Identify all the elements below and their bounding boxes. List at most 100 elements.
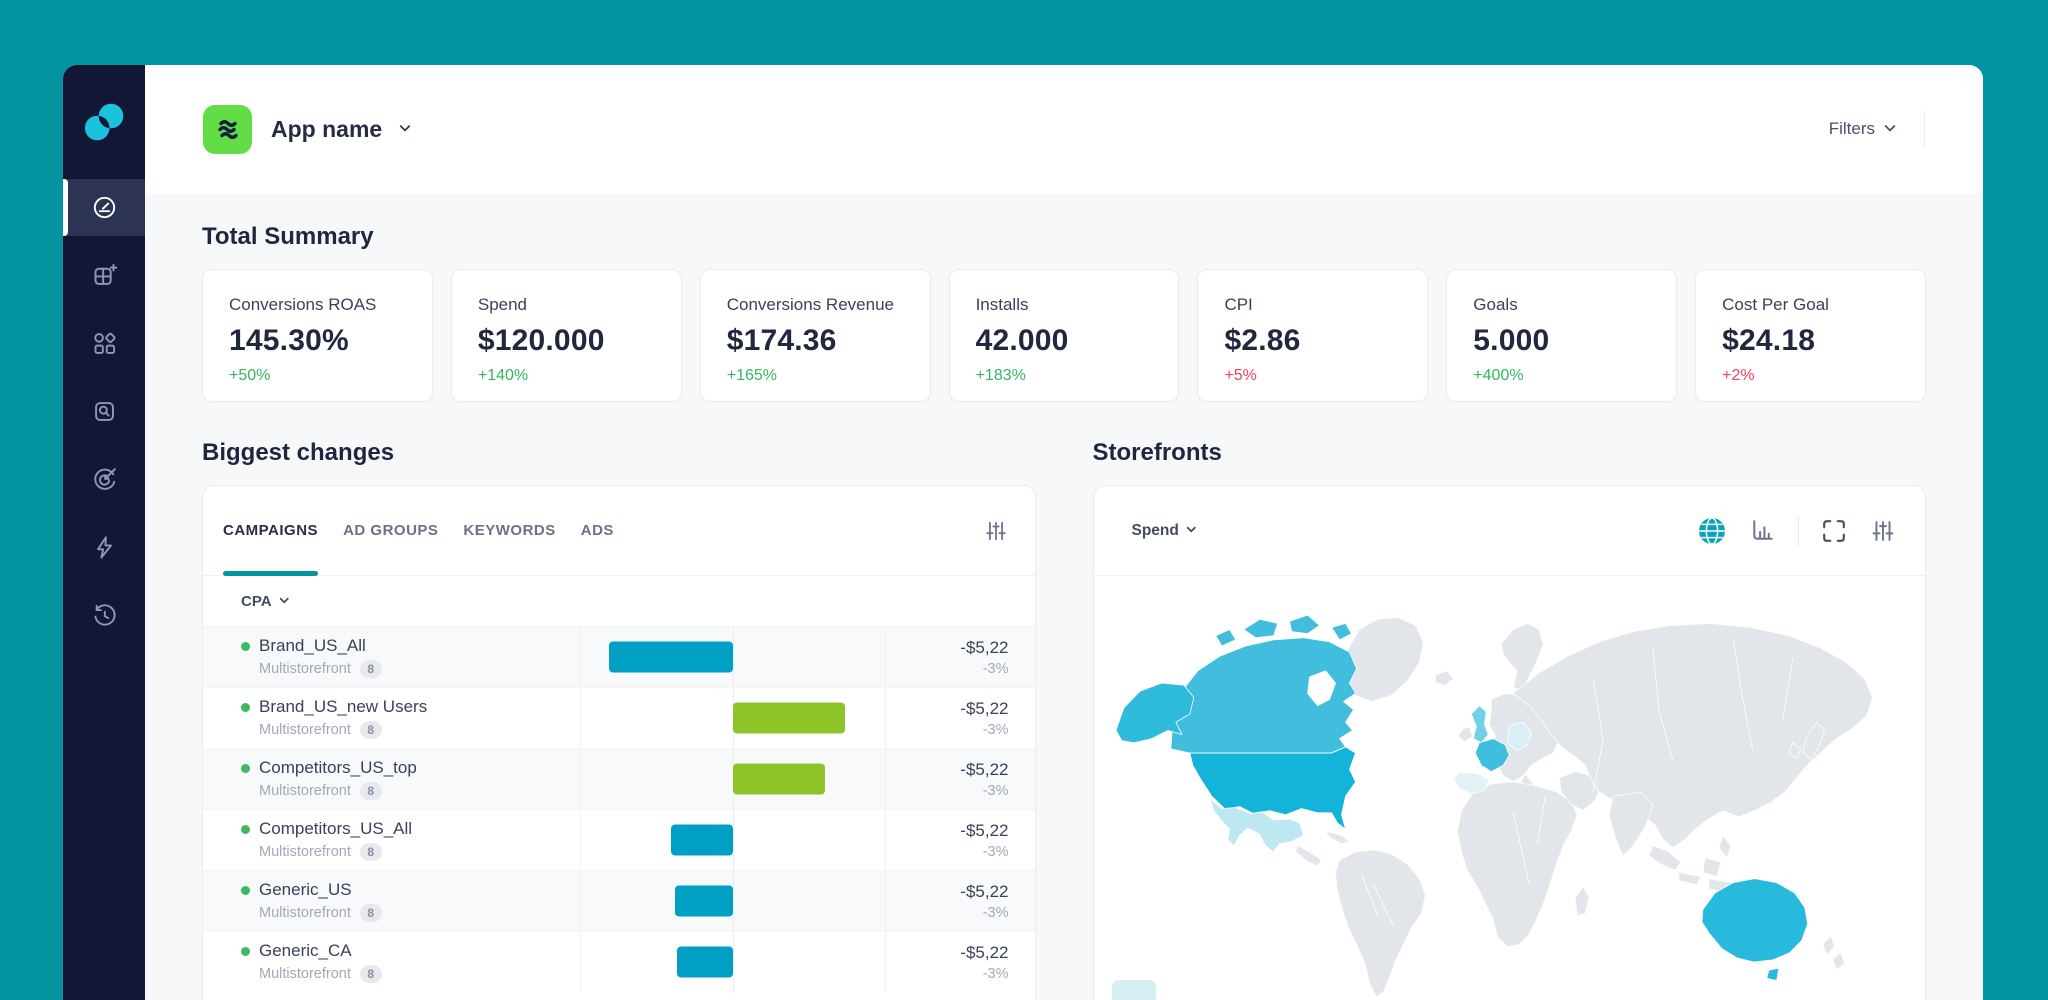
change-percent: -3% — [982, 721, 1009, 738]
content: Total Summary Conversions ROAS 145.30% +… — [145, 193, 1983, 1000]
summary-card: CPI $2.86 +5% — [1197, 269, 1429, 402]
campaign-name: Competitors_US_top — [259, 758, 417, 777]
change-percent: -3% — [982, 782, 1009, 799]
card-label: Goals — [1473, 295, 1518, 314]
summary-card: Goals 5.000 +400% — [1446, 269, 1678, 402]
tab-keywords[interactable]: KEYWORDS — [463, 522, 556, 539]
sidebar-item-dashboard[interactable] — [63, 179, 145, 236]
campaign-row[interactable]: Generic_US Multistorefront 8 -$5,22 -3% — [203, 870, 1035, 932]
change-value: -$5,22 — [960, 942, 1009, 962]
storefronts-metric-label: Spend — [1131, 521, 1179, 539]
campaign-name-cell: Generic_US Multistorefront 8 — [203, 871, 581, 931]
storefront-count-badge: 8 — [359, 965, 382, 984]
tabs-row: CAMPAIGNS AD GROUPS KEYWORDS ADS — [203, 486, 1035, 576]
campaign-row[interactable]: Generic_CA Multistorefront 8 -$5,22 -3% — [203, 931, 1035, 993]
card-delta: +140% — [477, 367, 529, 384]
map-region-alaska — [1115, 682, 1194, 744]
campaign-name: Generic_US — [259, 880, 352, 899]
metric-selector[interactable]: CPA — [241, 593, 289, 610]
summary-cards: Conversions ROAS 145.30% +50% Spend $120… — [202, 269, 1927, 402]
storefronts-title: Storefronts — [1092, 439, 1222, 466]
change-value: -$5,22 — [960, 759, 1009, 779]
campaign-name-cell: Competitors_US_top Multistorefront 8 — [203, 749, 581, 809]
campaign-name-cell: Generic_CA Multistorefront 8 — [203, 932, 581, 992]
overlapping-circles-logo-icon — [84, 103, 124, 141]
status-dot — [241, 763, 250, 773]
change-bar-cell — [581, 931, 885, 993]
storefront-count-badge: 8 — [359, 843, 382, 862]
storefronts-metric-selector[interactable]: Spend — [1131, 521, 1196, 540]
campaign-subtitle: Multistorefront — [259, 966, 351, 983]
storefronts-panel: Spend — [1092, 485, 1926, 1000]
card-label: Installs — [975, 295, 1029, 314]
card-value: 42.000 — [975, 324, 1069, 357]
change-value: -$5,22 — [960, 637, 1009, 657]
status-dot — [241, 824, 250, 834]
campaign-name: Brand_US_new Users — [259, 697, 428, 716]
map-region-canada — [1169, 637, 1357, 754]
filters-label: Filters — [1828, 119, 1875, 138]
change-bar-cell — [581, 809, 885, 871]
storefronts-toolbar — [1697, 515, 1897, 546]
storefront-count-badge: 8 — [359, 782, 382, 801]
campaign-name-cell: Brand_US_All Multistorefront 8 — [203, 627, 581, 687]
campaign-subtitle: Multistorefront — [259, 661, 351, 678]
campaign-name: Generic_CA — [259, 941, 352, 960]
value-cell: -$5,22 -3% — [884, 871, 1035, 931]
change-bar-cell — [581, 748, 885, 810]
card-delta: +5% — [1224, 367, 1257, 384]
sidebar-item-goals[interactable] — [63, 451, 145, 508]
map-zoom-control[interactable] — [1111, 980, 1156, 1000]
card-value: $174.36 — [726, 324, 837, 357]
history-icon — [93, 604, 116, 626]
change-bar — [670, 824, 733, 856]
change-bar — [676, 946, 733, 978]
summary-card: Conversions ROAS 145.30% +50% — [202, 269, 433, 402]
campaign-subtitle: Multistorefront — [259, 722, 351, 739]
toolbar-divider — [1798, 515, 1799, 546]
campaign-list: Brand_US_All Multistorefront 8 -$5,22 -3… — [203, 626, 1035, 993]
sidebar-item-add-widgets[interactable] — [63, 247, 145, 304]
table-filter-button[interactable] — [983, 518, 1009, 544]
status-dot — [241, 641, 250, 651]
sidebar-item-search-audit[interactable] — [63, 383, 145, 440]
map-region-greenland — [1342, 616, 1424, 703]
sidebar-item-categories[interactable] — [63, 315, 145, 372]
header-divider — [1924, 111, 1925, 147]
filters-button[interactable]: Filters — [1828, 119, 1896, 139]
card-value: $2.86 — [1224, 324, 1301, 357]
map-region-france — [1474, 738, 1510, 773]
chart-view-button[interactable] — [1748, 516, 1777, 545]
biggest-changes-title: Biggest changes — [202, 439, 395, 466]
campaign-row[interactable]: Brand_US_new Users Multistorefront 8 -$5… — [203, 687, 1035, 749]
green-waves-icon — [217, 120, 238, 139]
sidebar-item-automation[interactable] — [63, 519, 145, 576]
sidebar-item-history[interactable] — [63, 587, 145, 644]
campaign-row[interactable]: Competitors_US_top Multistorefront 8 -$5… — [203, 748, 1035, 810]
world-map[interactable] — [1094, 576, 1926, 1000]
campaign-subtitle: Multistorefront — [259, 844, 351, 861]
chevron-down-icon — [279, 593, 289, 603]
tab-ad-groups[interactable]: AD GROUPS — [343, 522, 439, 539]
map-filter-button[interactable] — [1869, 517, 1897, 545]
bolt-icon — [96, 536, 112, 559]
status-dot — [241, 702, 250, 712]
map-region-australia — [1700, 878, 1808, 963]
tab-campaigns[interactable]: CAMPAIGNS — [223, 486, 319, 576]
app-switcher[interactable]: App name — [203, 104, 411, 154]
tab-ads[interactable]: ADS — [580, 522, 614, 539]
change-bar-cell — [581, 687, 885, 749]
summary-card: Cost Per Goal $24.18 +2% — [1695, 269, 1927, 402]
campaign-name-cell: Brand_US_new Users Multistorefront 8 — [203, 688, 581, 748]
campaign-row[interactable]: Competitors_US_All Multistorefront 8 -$5… — [203, 809, 1035, 871]
column-chart-icon — [1753, 520, 1773, 540]
map-view-button[interactable] — [1697, 516, 1727, 546]
brand-logo[interactable] — [63, 65, 145, 179]
card-label: Conversions ROAS — [229, 295, 377, 314]
campaign-row[interactable]: Brand_US_All Multistorefront 8 -$5,22 -3… — [203, 626, 1035, 688]
change-percent: -3% — [982, 965, 1009, 982]
value-cell: -$5,22 -3% — [884, 749, 1035, 809]
storefront-count-badge: 8 — [359, 660, 382, 679]
expand-button[interactable] — [1820, 517, 1848, 545]
card-value: $120.000 — [477, 324, 605, 357]
